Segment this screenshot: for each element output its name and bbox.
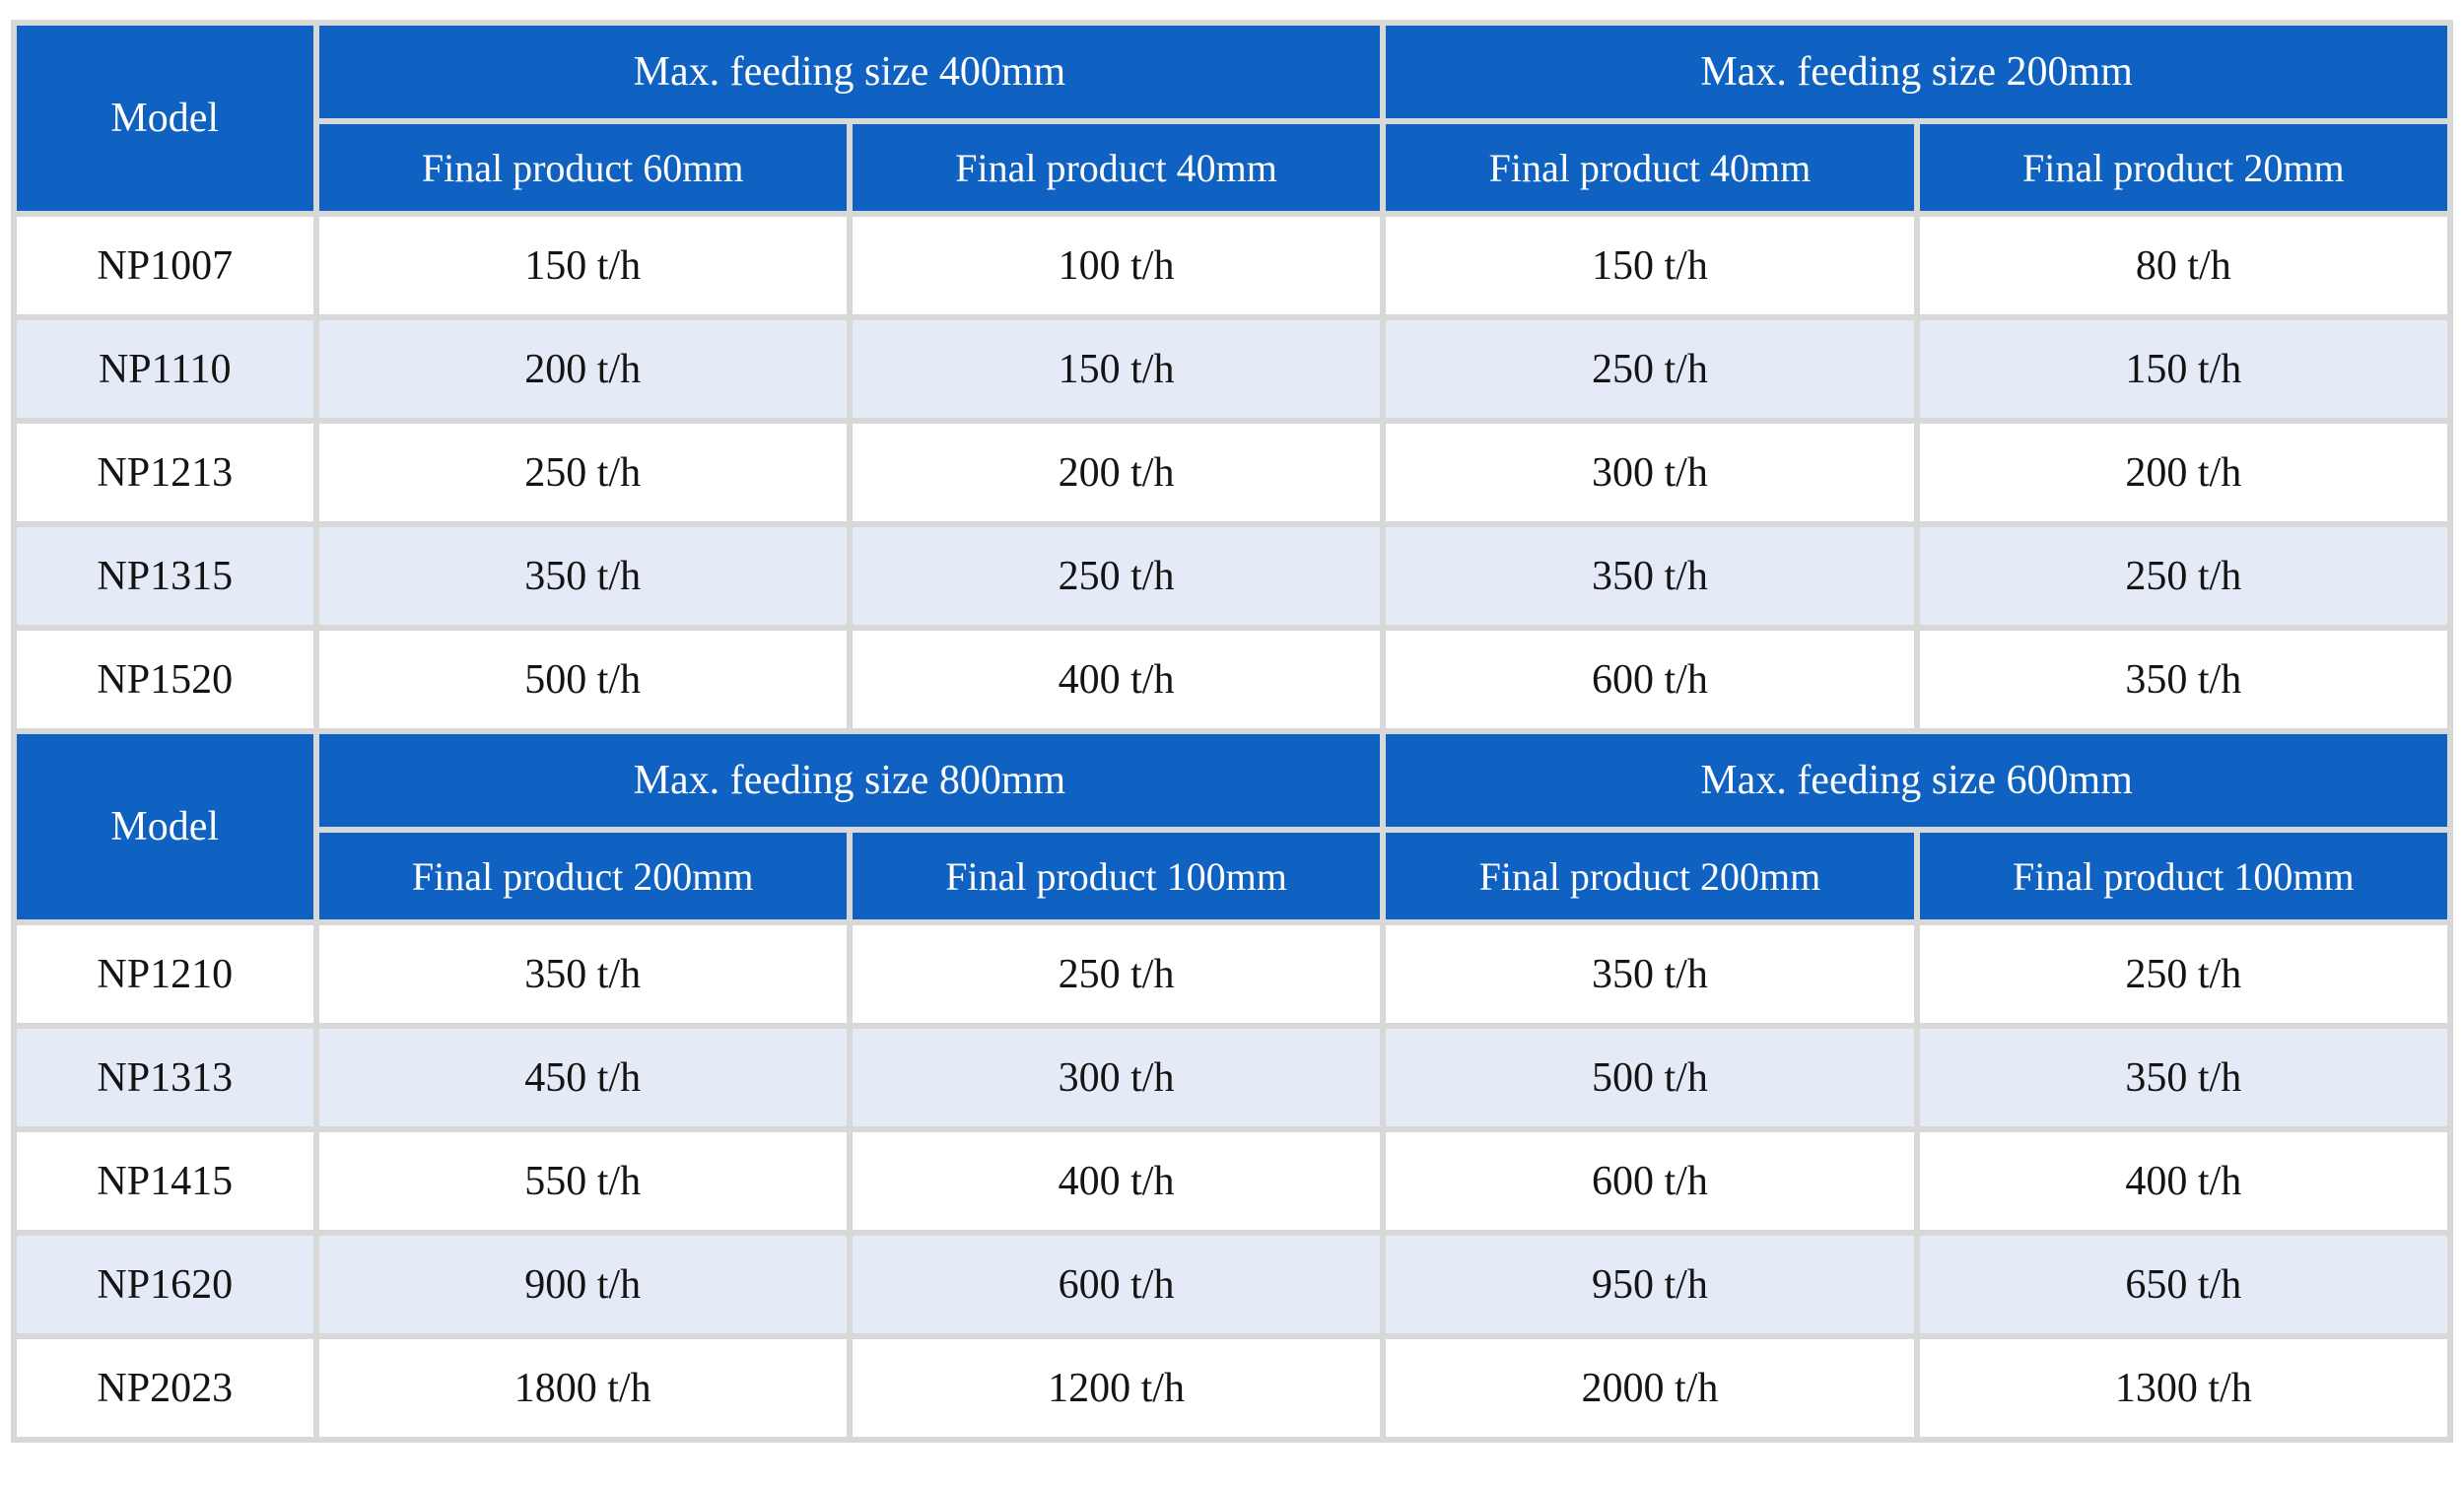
final-product-header-cell: Final product 100mm xyxy=(846,827,1387,925)
final-product-header-cell: Final product 200mm xyxy=(1380,827,1920,925)
capacity-value-cell: 200 t/h xyxy=(312,314,853,424)
capacity-spec-table-body: Model Max. feeding size 400mm Max. feeding… xyxy=(11,20,2454,1443)
capacity-value-cell: 650 t/h xyxy=(1913,1230,2454,1339)
header-sub-row: Final product 200mm Final product 100mm Fi… xyxy=(14,827,2454,925)
capacity-value-cell: 250 t/h xyxy=(1913,919,2454,1029)
capacity-value-cell: 250 t/h xyxy=(1380,314,1920,424)
capacity-value-cell: 500 t/h xyxy=(1380,1023,1920,1132)
capacity-value-cell: 1200 t/h xyxy=(846,1333,1387,1443)
model-cell: NP2023 xyxy=(11,1333,319,1443)
model-cell: NP1213 xyxy=(11,418,319,527)
capacity-value-cell: 400 t/h xyxy=(846,1126,1387,1236)
final-product-header-cell: Final product 40mm xyxy=(1380,118,1920,217)
capacity-value-cell: 350 t/h xyxy=(1380,521,1920,631)
capacity-value-cell: 250 t/h xyxy=(1913,521,2454,631)
table-row: NP1110 200 t/h 150 t/h 250 t/h 150 t/h xyxy=(11,314,2454,424)
final-product-header-cell: Final product 20mm xyxy=(1913,118,2454,217)
capacity-value-cell: 350 t/h xyxy=(1380,919,1920,1029)
capacity-value-cell: 350 t/h xyxy=(312,521,853,631)
model-header-cell: Model xyxy=(11,20,319,217)
final-product-header-cell: Final product 200mm xyxy=(312,827,853,925)
capacity-value-cell: 1800 t/h xyxy=(312,1333,853,1443)
capacity-value-cell: 600 t/h xyxy=(1380,1126,1920,1236)
capacity-value-cell: 550 t/h xyxy=(312,1126,853,1236)
capacity-value-cell: 600 t/h xyxy=(846,1230,1387,1339)
capacity-value-cell: 400 t/h xyxy=(846,625,1387,734)
capacity-value-cell: 250 t/h xyxy=(846,919,1387,1029)
capacity-value-cell: 2000 t/h xyxy=(1380,1333,1920,1443)
feeding-size-header-cell: Max. feeding size 400mm xyxy=(312,20,1387,124)
table-row: NP1520 500 t/h 400 t/h 600 t/h 350 t/h xyxy=(11,625,2454,734)
model-cell: NP1007 xyxy=(11,211,319,320)
capacity-value-cell: 400 t/h xyxy=(1913,1126,2454,1236)
capacity-value-cell: 300 t/h xyxy=(1380,418,1920,527)
capacity-value-cell: 150 t/h xyxy=(846,314,1387,424)
capacity-value-cell: 200 t/h xyxy=(1913,418,2454,527)
model-header-cell: Model xyxy=(11,728,319,925)
table-row: NP1313 450 t/h 300 t/h 500 t/h 350 t/h xyxy=(11,1023,2454,1132)
table-row: NP1213 250 t/h 200 t/h 300 t/h 200 t/h xyxy=(11,418,2454,527)
model-cell: NP1210 xyxy=(11,919,319,1029)
capacity-value-cell: 1300 t/h xyxy=(1913,1333,2454,1443)
capacity-value-cell: 350 t/h xyxy=(1913,625,2454,734)
capacity-value-cell: 100 t/h xyxy=(846,211,1387,320)
capacity-value-cell: 450 t/h xyxy=(312,1023,853,1132)
capacity-value-cell: 500 t/h xyxy=(312,625,853,734)
capacity-value-cell: 250 t/h xyxy=(312,418,853,527)
capacity-value-cell: 350 t/h xyxy=(1913,1023,2454,1132)
capacity-value-cell: 150 t/h xyxy=(312,211,853,320)
capacity-value-cell: 200 t/h xyxy=(846,418,1387,527)
capacity-value-cell: 600 t/h xyxy=(1380,625,1920,734)
capacity-value-cell: 250 t/h xyxy=(846,521,1387,631)
table-row: NP1415 550 t/h 400 t/h 600 t/h 400 t/h xyxy=(11,1126,2454,1236)
model-cell: NP1315 xyxy=(11,521,319,631)
model-cell: NP1620 xyxy=(11,1230,319,1339)
capacity-value-cell: 300 t/h xyxy=(846,1023,1387,1132)
table-row: NP1620 900 t/h 600 t/h 950 t/h 650 t/h xyxy=(11,1230,2454,1339)
capacity-spec-table: Model Max. feeding size 400mm Max. feeding… xyxy=(11,20,2454,1443)
model-cell: NP1313 xyxy=(11,1023,319,1132)
model-cell: NP1110 xyxy=(11,314,319,424)
final-product-header-cell: Final product 60mm xyxy=(312,118,853,217)
table-row: NP1210 350 t/h 250 t/h 350 t/h 250 t/h xyxy=(11,919,2454,1029)
header-sub-row: Final product 60mm Final product 40mm Fina… xyxy=(14,118,2454,217)
header-group-row: Model Max. feeding size 400mm Max. feeding… xyxy=(11,20,2453,217)
feeding-size-header-cell: Max. feeding size 800mm xyxy=(312,728,1387,833)
feeding-size-header-cell: Max. feeding size 200mm xyxy=(1380,20,2453,124)
model-cell: NP1520 xyxy=(11,625,319,734)
table-row: NP1007 150 t/h 100 t/h 150 t/h 80 t/h xyxy=(11,211,2454,320)
capacity-value-cell: 80 t/h xyxy=(1913,211,2454,320)
capacity-value-cell: 150 t/h xyxy=(1913,314,2454,424)
capacity-value-cell: 150 t/h xyxy=(1380,211,1920,320)
header-group-row: Model Max. feeding size 800mm Max. feeding… xyxy=(11,728,2453,925)
final-product-header-cell: Final product 100mm xyxy=(1913,827,2454,925)
feeding-size-header-cell: Max. feeding size 600mm xyxy=(1380,728,2453,833)
capacity-value-cell: 950 t/h xyxy=(1380,1230,1920,1339)
table-row: NP2023 1800 t/h 1200 t/h 2000 t/h 1300 t/h xyxy=(11,1333,2454,1443)
capacity-value-cell: 900 t/h xyxy=(312,1230,853,1339)
final-product-header-cell: Final product 40mm xyxy=(846,118,1387,217)
table-row: NP1315 350 t/h 250 t/h 350 t/h 250 t/h xyxy=(11,521,2454,631)
model-cell: NP1415 xyxy=(11,1126,319,1236)
capacity-value-cell: 350 t/h xyxy=(312,919,853,1029)
